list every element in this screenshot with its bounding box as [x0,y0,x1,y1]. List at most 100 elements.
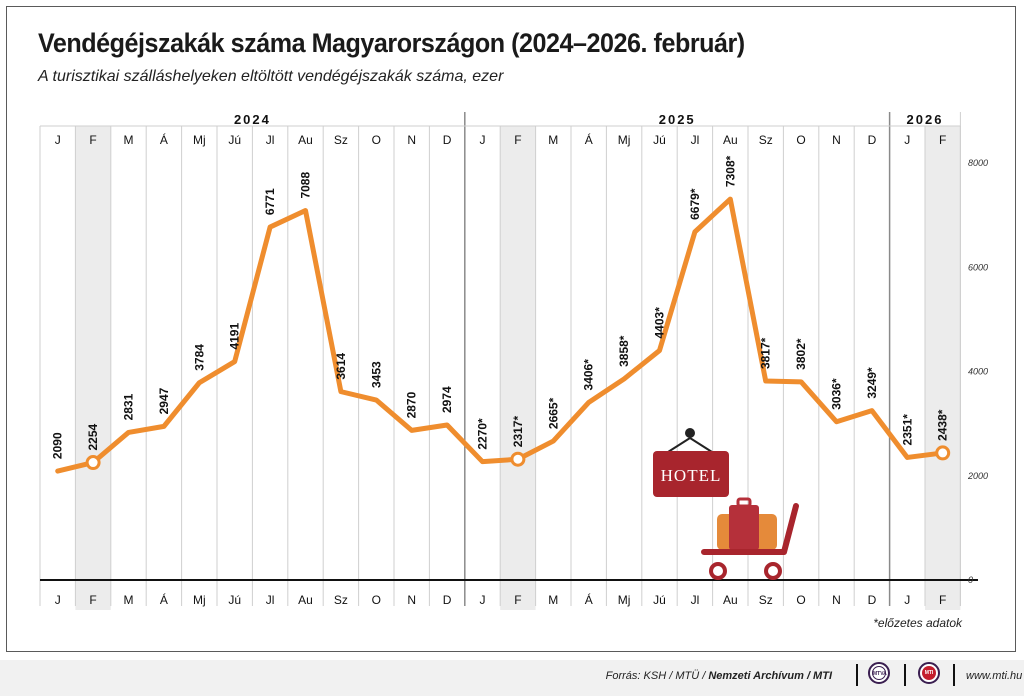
month-label-bottom: Sz [334,593,348,607]
month-label-top: D [443,133,452,147]
year-label: 2026 [907,112,944,127]
month-label-top: J [55,133,61,147]
month-label-top: Jú [228,133,241,147]
month-label-bottom: D [868,593,877,607]
month-label-bottom: Au [298,593,313,607]
data-label: 3406* [582,359,596,391]
data-label: 2090 [51,432,65,459]
month-label-top: D [868,133,877,147]
month-label-top: Mj [618,133,631,147]
data-label: 2351* [900,414,914,446]
month-label-top: Au [723,133,738,147]
mti-logo-icon: MTI [918,662,940,684]
footer-separator [904,664,906,686]
chart-title: Vendégéjszakák száma Magyarországon (202… [38,28,745,58]
month-label-top: F [939,133,946,147]
data-label: 3817* [759,337,773,369]
data-label: 7308* [723,155,737,187]
highlight-band [925,126,961,610]
series-line [55,196,946,474]
data-point-marker [510,451,526,467]
data-label: 2974 [440,386,454,413]
year-label: 2025 [659,112,696,127]
month-label-top: F [89,133,96,147]
month-label-bottom: Jú [653,593,666,607]
data-label: 7088 [299,172,313,199]
month-label-top: O [796,133,805,147]
highlight-band [500,126,536,610]
month-label-bottom: Mj [618,593,631,607]
month-label-bottom: F [514,593,521,607]
data-point-marker [85,455,101,471]
footer-bar [0,660,1024,696]
month-label-top: Á [585,132,593,147]
month-label-top: O [372,133,381,147]
data-label: 6679* [688,188,702,220]
data-label: 3858* [617,335,631,367]
suitcase-handle-icon [736,497,752,508]
month-label-bottom: F [89,593,96,607]
month-label-bottom: J [480,593,486,607]
month-label-top: Á [160,132,168,147]
data-label: 3784 [192,344,206,371]
month-label-bottom: Jl [266,593,275,607]
month-label-bottom: D [443,593,452,607]
month-label-top: J [480,133,486,147]
cart-wheel-icon [764,562,782,580]
data-label: 3036* [830,378,844,410]
footer-separator [953,664,955,686]
month-label-top: Sz [759,133,773,147]
data-label: 2270* [476,418,490,450]
month-label-top: Au [298,133,313,147]
month-label-bottom: Mj [193,593,206,607]
data-label: 4191 [228,323,242,350]
y-tick-label: 0 [968,575,973,585]
y-tick-label: 4000 [968,367,988,377]
data-label: 2317* [511,416,525,448]
month-label-bottom: Á [585,592,593,607]
data-label: 2831 [122,393,136,420]
month-label-top: J [904,133,910,147]
source-text: Forrás: KSH / MTÜ / Nemzeti Archívum / M… [605,670,832,682]
month-label-bottom: Au [723,593,738,607]
data-label: 2947 [157,387,171,414]
month-label-bottom: Sz [759,593,773,607]
cart-wheel-icon [709,562,727,580]
month-label-top: F [514,133,521,147]
sign-hook-icon [685,428,695,438]
mtva-logo-icon: MTVA [868,662,890,684]
month-label-top: Mj [193,133,206,147]
sign-chain-icon [667,437,713,453]
month-label-bottom: M [124,593,134,607]
data-label: 2438* [936,409,950,441]
y-tick-label: 2000 [967,471,988,481]
data-label: 2254 [86,423,100,450]
data-label: 2870 [405,391,419,418]
month-label-bottom: N [832,593,841,607]
month-label-bottom: Á [160,592,168,607]
month-label-bottom: O [796,593,805,607]
data-label: 4403* [653,307,667,339]
data-label: 6771 [263,188,277,215]
month-label-bottom: J [55,593,61,607]
month-label-bottom: J [904,593,910,607]
hotel-sign-text: HOTEL [661,466,722,485]
suitcase-icon [729,505,759,550]
month-label-top: Sz [334,133,348,147]
hotel-illustration: HOTEL [653,428,799,580]
month-label-bottom: N [407,593,416,607]
year-label: 2024 [234,112,271,127]
chart-subtitle: A turisztikai szálláshelyeken eltöltött … [38,68,504,85]
month-label-top: Jl [266,133,275,147]
source-url: www.mti.hu [966,670,1023,682]
y-tick-label: 8000 [968,158,988,168]
month-label-top: Jú [653,133,666,147]
preliminary-note: *előzetes adatok [873,616,962,630]
data-label: 3614 [334,353,348,380]
cart-frame-icon [701,503,799,555]
y-tick-label: 6000 [968,262,988,272]
data-point-marker [935,445,951,461]
hotel-sign-icon [653,451,729,497]
month-label-bottom: F [939,593,946,607]
data-label: 2665* [546,397,560,429]
